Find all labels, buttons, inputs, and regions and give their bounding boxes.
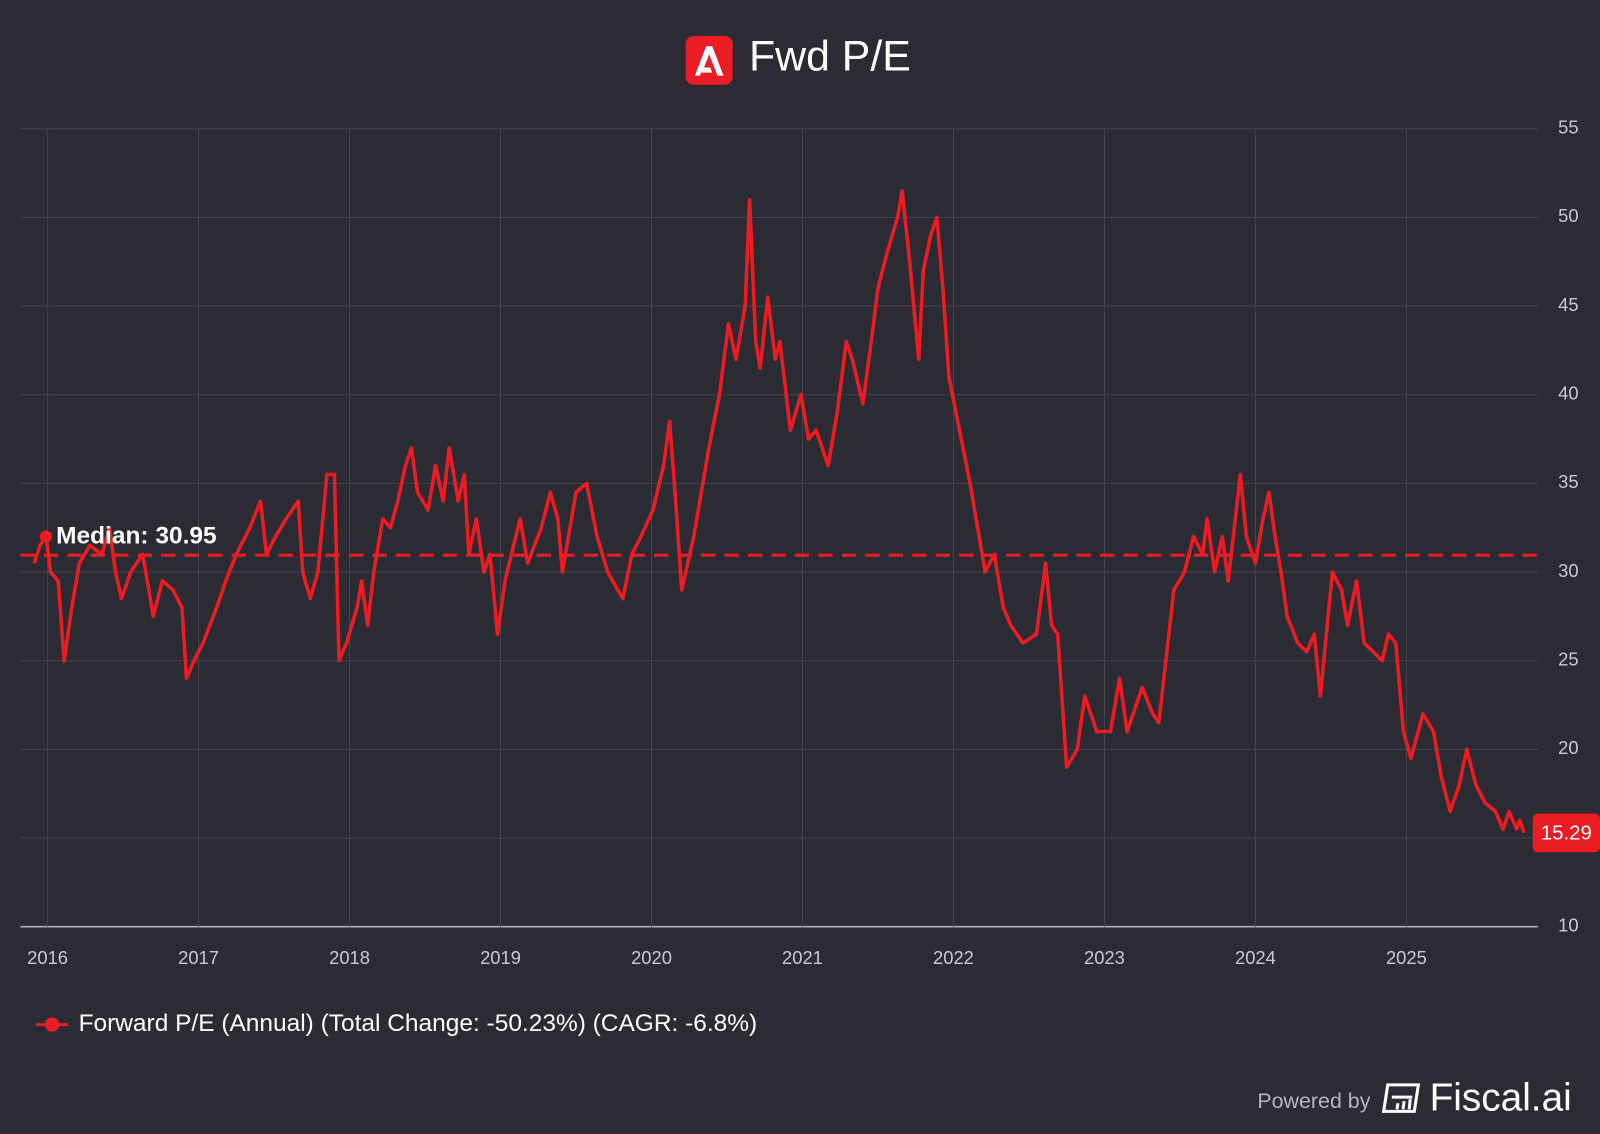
y-tick-label: 10: [1558, 915, 1578, 936]
x-tick-label: 2023: [1084, 947, 1125, 968]
x-tick-label: 2017: [178, 947, 219, 968]
x-tick-label: 2018: [329, 947, 370, 968]
footer-prefix: Powered by: [1257, 1089, 1370, 1113]
y-tick-label: 45: [1558, 294, 1578, 315]
logo: [685, 35, 733, 85]
x-tick-label: 2019: [480, 947, 521, 968]
footer-brand: Fiscal.ai: [1430, 1076, 1572, 1119]
x-tick-label: 2020: [631, 947, 672, 968]
y-tick-label: 35: [1558, 471, 1578, 492]
x-tick-label: 2022: [933, 947, 974, 968]
legend-label: Forward P/E (Annual) (Total Change: -50.…: [79, 1010, 758, 1037]
median-marker: [39, 530, 53, 543]
last-value-badge: [1532, 813, 1600, 853]
last-value-label: 15.29: [1541, 822, 1592, 844]
y-tick-label: 55: [1558, 117, 1578, 138]
x-tick-label: 2016: [27, 947, 68, 968]
y-tick-label: 25: [1558, 649, 1578, 670]
series-line: [32, 189, 1526, 834]
x-tick-label: 2024: [1235, 947, 1276, 968]
y-tick-label: 50: [1558, 205, 1578, 226]
median-label: Median: 30.95: [56, 522, 216, 549]
chart-title: Fwd P/E: [749, 33, 911, 81]
legend-marker: [44, 1017, 60, 1032]
x-tick-label: 2021: [782, 947, 823, 968]
y-tick-label: 30: [1558, 560, 1578, 581]
y-tick-label: 20: [1558, 737, 1578, 758]
footer-logo: [1381, 1083, 1421, 1113]
x-tick-label: 2025: [1386, 947, 1427, 968]
y-tick-label: 40: [1558, 383, 1578, 404]
